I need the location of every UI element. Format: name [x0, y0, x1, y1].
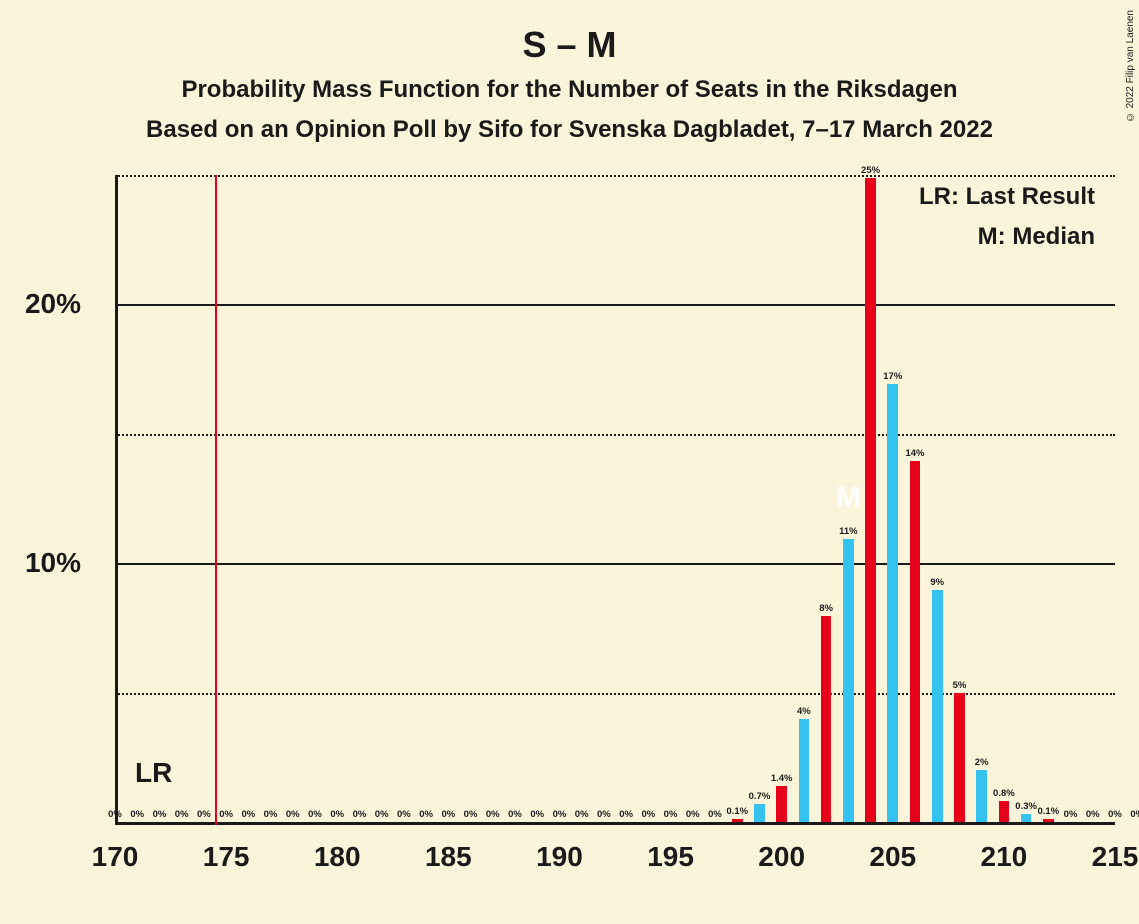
bar-value-label: 0.7% — [749, 791, 771, 802]
x-tick-label: 200 — [758, 841, 805, 873]
chart-subtitle-2: Based on an Opinion Poll by Sifo for Sve… — [0, 116, 1139, 144]
chart-subtitle-1: Probability Mass Function for the Number… — [0, 76, 1139, 104]
bar-value-label: 0% — [1130, 809, 1139, 820]
bar-value-label: 25% — [861, 165, 880, 176]
bar — [732, 819, 743, 822]
bar-value-label: 0% — [641, 809, 655, 820]
gridline-dotted — [115, 693, 1115, 695]
bar-value-label: 0% — [619, 809, 633, 820]
bar-value-label: 0.1% — [1038, 806, 1060, 817]
x-tick-label: 175 — [203, 841, 250, 873]
bar-value-label: 0% — [308, 809, 322, 820]
x-tick-label: 205 — [869, 841, 916, 873]
bar-value-label: 0% — [441, 809, 455, 820]
bar — [754, 804, 765, 822]
bar-value-label: 0% — [508, 809, 522, 820]
bar-value-label: 4% — [797, 706, 811, 717]
bar-value-label: 0% — [1108, 809, 1122, 820]
bar-value-label: 1.4% — [771, 773, 793, 784]
plot-area: LR: Last Result M: Median 10%20%17017518… — [115, 175, 1115, 825]
x-tick-label: 170 — [92, 841, 139, 873]
bar — [1043, 819, 1054, 822]
gridline-dotted — [115, 434, 1115, 436]
bar-value-label: 0% — [553, 809, 567, 820]
bar-value-label: 0% — [530, 809, 544, 820]
bar-value-label: 0% — [330, 809, 344, 820]
bar-value-label: 5% — [953, 680, 967, 691]
legend-last-result: LR: Last Result — [919, 183, 1095, 211]
bar-value-label: 17% — [883, 371, 902, 382]
bar — [1021, 814, 1032, 822]
bar-value-label: 0% — [397, 809, 411, 820]
bar-value-label: 0% — [130, 809, 144, 820]
bar — [843, 539, 854, 822]
bar-value-label: 0% — [219, 809, 233, 820]
chart-container: S – M Probability Mass Function for the … — [0, 0, 1139, 924]
bar — [910, 461, 921, 822]
gridline-dotted — [115, 175, 1115, 177]
legend-median: M: Median — [978, 223, 1095, 251]
bar-value-label: 0.8% — [993, 788, 1015, 799]
bar-value-label: 0% — [1064, 809, 1078, 820]
bar — [999, 801, 1010, 822]
bar-value-label: 0% — [708, 809, 722, 820]
bar-value-label: 0% — [686, 809, 700, 820]
bar-value-label: 0.3% — [1015, 801, 1037, 812]
bar — [932, 590, 943, 822]
bar — [887, 384, 898, 822]
bar-value-label: 2% — [975, 757, 989, 768]
bar-value-label: 0% — [486, 809, 500, 820]
bar — [954, 693, 965, 822]
bar-value-label: 14% — [905, 448, 924, 459]
bar-value-label: 0% — [197, 809, 211, 820]
bar-value-label: 9% — [930, 577, 944, 588]
x-tick-label: 185 — [425, 841, 472, 873]
x-tick-label: 215 — [1092, 841, 1139, 873]
bar-value-label: 0% — [286, 809, 300, 820]
bar-value-label: 0% — [419, 809, 433, 820]
bar — [776, 786, 787, 822]
y-axis — [115, 175, 118, 825]
last-result-label: LR — [135, 757, 172, 789]
bar-value-label: 0.1% — [726, 806, 748, 817]
bar-value-label: 0% — [241, 809, 255, 820]
bar — [821, 616, 832, 822]
bar-value-label: 0% — [264, 809, 278, 820]
chart-title: S – M — [0, 24, 1139, 66]
bar-value-label: 0% — [375, 809, 389, 820]
bar-value-label: 0% — [575, 809, 589, 820]
x-tick-label: 195 — [647, 841, 694, 873]
bar — [799, 719, 810, 822]
last-result-line — [215, 175, 217, 825]
x-tick-label: 210 — [981, 841, 1028, 873]
bar-value-label: 0% — [175, 809, 189, 820]
bar-value-label: 0% — [353, 809, 367, 820]
bar-value-label: 11% — [839, 526, 858, 537]
bar-value-label: 0% — [597, 809, 611, 820]
x-tick-label: 190 — [536, 841, 583, 873]
median-mark: M — [836, 481, 861, 515]
bar-value-label: 0% — [153, 809, 167, 820]
y-tick-label: 10% — [0, 547, 81, 579]
copyright-text: © 2022 Filip van Laenen — [1125, 10, 1136, 122]
bar-value-label: 0% — [664, 809, 678, 820]
bar-value-label: 0% — [464, 809, 478, 820]
x-axis — [115, 822, 1115, 825]
bar — [976, 770, 987, 822]
gridline-solid — [115, 563, 1115, 565]
x-tick-label: 180 — [314, 841, 361, 873]
bar — [865, 178, 876, 822]
bar-value-label: 0% — [1086, 809, 1100, 820]
bar-value-label: 8% — [819, 603, 833, 614]
gridline-solid — [115, 304, 1115, 306]
y-tick-label: 20% — [0, 288, 81, 320]
bar-value-label: 0% — [108, 809, 122, 820]
